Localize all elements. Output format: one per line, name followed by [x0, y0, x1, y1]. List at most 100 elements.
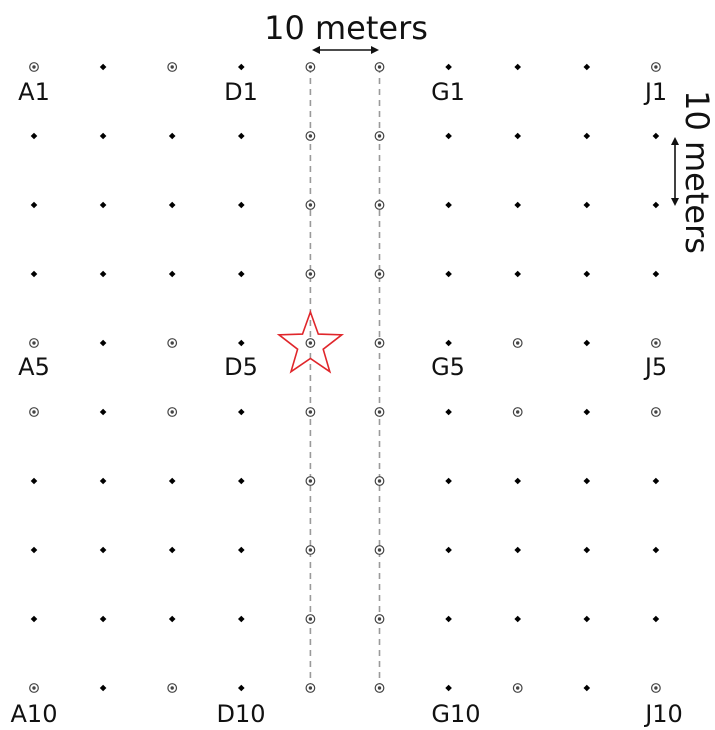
ring-marker-center-e3 — [308, 203, 313, 207]
ring-marker-center-e7 — [308, 479, 313, 483]
grid-dot-d7 — [238, 477, 245, 485]
vertical-scale: 10 meters — [671, 90, 715, 254]
horizontal-scale-arrow-right — [371, 46, 379, 54]
grid-dot-b2 — [99, 132, 107, 140]
grid-dot-i5 — [583, 339, 591, 347]
grid-dot-j9 — [652, 615, 660, 623]
grid-dot-g10 — [445, 684, 452, 692]
grid-dot-i10 — [583, 684, 591, 692]
label-a5: A5 — [18, 353, 50, 381]
grid-dot-g2 — [445, 132, 452, 140]
grid-dot-j3 — [652, 201, 660, 209]
ring-marker-center-h10 — [516, 686, 520, 690]
grid-dot-d4 — [238, 270, 245, 278]
ring-marker-center-j5 — [654, 341, 658, 345]
ring-marker-center-f4 — [377, 272, 382, 276]
grid-dot-i9 — [583, 615, 591, 623]
star-icon — [276, 309, 345, 374]
grid-dot-g6 — [445, 408, 452, 416]
label-d1: D1 — [224, 78, 258, 106]
grid-dot-d5 — [238, 339, 245, 347]
ring-marker-center-e4 — [308, 272, 313, 276]
grid-dot-d2 — [238, 132, 245, 140]
grid-dot-b5 — [99, 339, 107, 347]
grid-dot-d3 — [238, 201, 245, 209]
star-marker-layer — [276, 309, 345, 374]
grid-dot-d1 — [238, 63, 245, 71]
vertical-scale-arrow-up — [671, 137, 679, 145]
grid-dot-g3 — [445, 201, 452, 209]
label-a1: A1 — [18, 78, 50, 106]
vertical-scale-label: 10 meters — [678, 90, 715, 254]
grid-dot-g5 — [445, 339, 452, 347]
grid-dot-g7 — [445, 477, 452, 485]
ring-marker-center-f6 — [377, 410, 382, 414]
grid-dot-c8 — [168, 546, 176, 554]
grid-dot-h8 — [514, 546, 521, 554]
grid-points — [29, 62, 661, 693]
grid-dot-c2 — [168, 132, 176, 140]
grid-dot-b9 — [99, 615, 107, 623]
ring-marker-center-f3 — [377, 203, 382, 207]
grid-dot-j4 — [652, 270, 660, 278]
grid-dot-b10 — [99, 684, 107, 692]
ring-marker-center-f5 — [377, 341, 382, 345]
grid-dot-d10 — [238, 684, 245, 692]
vertical-scale-arrow-down — [671, 198, 679, 206]
grid-dot-a8 — [30, 546, 38, 554]
label-g10: G10 — [431, 700, 480, 728]
grid-dot-d6 — [238, 408, 245, 416]
grid-dot-c4 — [168, 270, 176, 278]
ring-marker-center-a5 — [32, 341, 36, 345]
horizontal-scale: 10 meters — [264, 9, 428, 54]
grid-dot-i8 — [583, 546, 591, 554]
grid-dot-i4 — [583, 270, 591, 278]
ring-marker-center-e5 — [308, 341, 313, 345]
transect-lines — [309, 67, 381, 688]
ring-marker-center-a1 — [32, 65, 36, 69]
ring-marker-center-f8 — [377, 548, 382, 552]
grid-dot-a2 — [30, 132, 38, 140]
grid-dot-h3 — [514, 201, 521, 209]
grid-dot-h2 — [514, 132, 521, 140]
ring-marker-center-h6 — [516, 410, 520, 414]
grid-dot-c3 — [168, 201, 176, 209]
grid-dot-g1 — [445, 63, 452, 71]
grid-dot-b4 — [99, 270, 107, 278]
grid-dot-h9 — [514, 615, 521, 623]
ring-marker-center-e8 — [308, 548, 313, 552]
grid-dot-j7 — [652, 477, 660, 485]
grid-dot-i2 — [583, 132, 591, 140]
horizontal-scale-label: 10 meters — [264, 9, 428, 47]
grid-dot-a3 — [30, 201, 38, 209]
ring-marker-center-e10 — [308, 686, 313, 690]
ring-marker-center-a6 — [32, 410, 36, 414]
grid-dot-h7 — [514, 477, 521, 485]
label-g1: G1 — [431, 78, 465, 106]
grid-dot-d8 — [238, 546, 245, 554]
grid-labels: A1 D1 G1 J1 A5 D5 G5 J5 A10 D10 G10 J10 — [11, 78, 683, 728]
grid-dot-j2 — [652, 132, 660, 140]
label-j5: J5 — [643, 353, 667, 381]
grid-dot-g8 — [445, 546, 452, 554]
grid-dot-b3 — [99, 201, 107, 209]
ring-marker-center-e1 — [308, 65, 313, 69]
grid-dot-g9 — [445, 615, 452, 623]
ring-marker-center-c5 — [170, 341, 174, 345]
ring-marker-center-j10 — [654, 686, 658, 690]
ring-marker-center-e2 — [308, 134, 313, 138]
ring-marker-center-e9 — [308, 617, 313, 621]
grid-dot-h4 — [514, 270, 521, 278]
grid-dot-b7 — [99, 477, 107, 485]
ring-marker-center-f2 — [377, 134, 382, 138]
grid-dot-i3 — [583, 201, 591, 209]
grid-dot-j8 — [652, 546, 660, 554]
ring-marker-center-e6 — [308, 410, 313, 414]
grid-dot-i7 — [583, 477, 591, 485]
grid-dot-i6 — [583, 408, 591, 416]
ring-marker-center-f1 — [377, 65, 382, 69]
grid-dot-h1 — [514, 63, 521, 71]
grid-dot-c9 — [168, 615, 176, 623]
label-j10: J10 — [643, 700, 683, 728]
